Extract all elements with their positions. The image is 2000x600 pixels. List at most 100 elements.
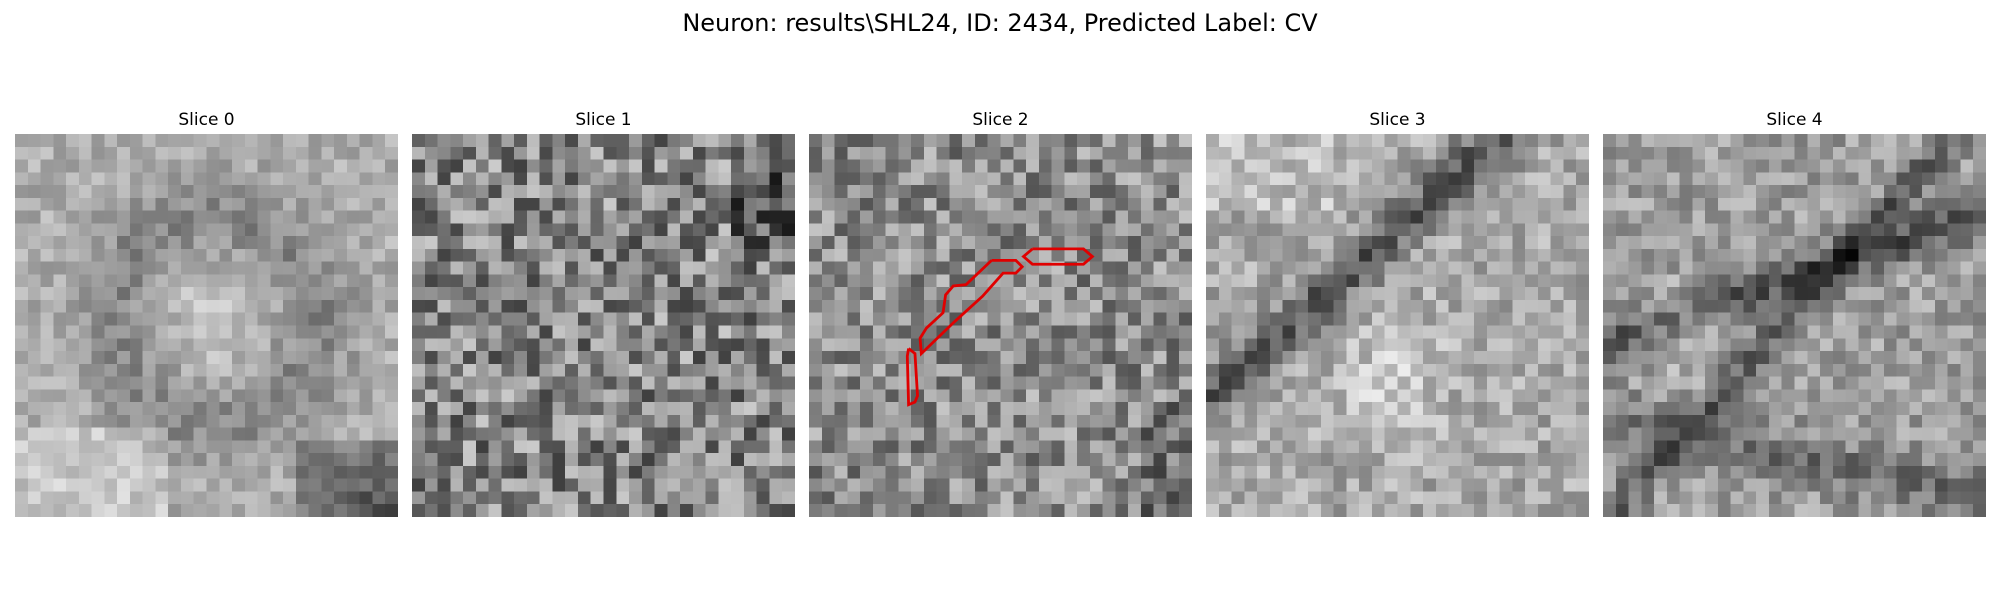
image-pixel bbox=[962, 389, 976, 403]
image-pixel bbox=[1947, 325, 1961, 339]
image-pixel bbox=[1461, 402, 1475, 416]
image-pixel bbox=[949, 185, 963, 199]
image-pixel bbox=[155, 134, 169, 148]
image-pixel bbox=[974, 351, 988, 365]
image-pixel bbox=[1410, 453, 1424, 467]
image-pixel bbox=[1499, 363, 1513, 377]
image-pixel bbox=[1743, 197, 1757, 211]
image-pixel bbox=[1603, 236, 1617, 250]
image-pixel bbox=[1410, 427, 1424, 441]
image-pixel bbox=[1973, 312, 1986, 326]
image-pixel bbox=[142, 351, 156, 365]
image-pixel bbox=[1346, 491, 1360, 505]
image-pixel bbox=[1679, 210, 1693, 224]
image-pixel bbox=[270, 312, 284, 326]
image-pixel bbox=[1448, 274, 1462, 288]
image-pixel bbox=[1308, 453, 1322, 467]
image-pixel bbox=[257, 389, 271, 403]
image-pixel bbox=[463, 299, 477, 313]
image-pixel bbox=[283, 185, 297, 199]
image-pixel bbox=[1257, 465, 1271, 479]
image-pixel bbox=[565, 427, 579, 441]
image-pixel bbox=[1282, 185, 1296, 199]
image-pixel bbox=[1794, 478, 1808, 492]
image-pixel bbox=[756, 223, 770, 237]
image-pixel bbox=[1153, 287, 1167, 301]
image-pixel bbox=[1820, 465, 1834, 479]
image-pixel bbox=[66, 146, 80, 160]
image-pixel bbox=[756, 402, 770, 416]
image-pixel bbox=[654, 389, 668, 403]
image-pixel bbox=[1115, 402, 1129, 416]
image-pixel bbox=[603, 465, 617, 479]
image-pixel bbox=[1525, 287, 1539, 301]
image-pixel bbox=[475, 312, 489, 326]
image-pixel bbox=[206, 210, 220, 224]
image-pixel bbox=[1064, 453, 1078, 467]
image-pixel bbox=[821, 172, 835, 186]
image-pixel bbox=[1858, 223, 1872, 237]
image-pixel bbox=[1282, 325, 1296, 339]
image-pixel bbox=[526, 414, 540, 428]
image-pixel bbox=[450, 197, 464, 211]
image-pixel bbox=[1576, 210, 1589, 224]
image-pixel bbox=[1115, 376, 1129, 390]
image-pixel bbox=[911, 197, 925, 211]
image-pixel bbox=[385, 440, 398, 454]
image-pixel bbox=[1858, 274, 1872, 288]
image-pixel bbox=[1244, 261, 1258, 275]
image-pixel bbox=[1768, 261, 1782, 275]
image-pixel bbox=[1410, 274, 1424, 288]
image-pixel bbox=[654, 312, 668, 326]
image-pixel bbox=[1486, 478, 1500, 492]
image-pixel bbox=[1013, 491, 1027, 505]
image-pixel bbox=[577, 389, 591, 403]
image-pixel bbox=[1089, 478, 1103, 492]
image-pixel bbox=[1269, 197, 1283, 211]
image-pixel bbox=[1089, 223, 1103, 237]
image-pixel bbox=[53, 427, 67, 441]
image-pixel bbox=[552, 338, 566, 352]
image-pixel bbox=[295, 134, 309, 148]
image-pixel bbox=[705, 299, 719, 313]
image-pixel bbox=[1051, 427, 1065, 441]
image-pixel bbox=[1654, 491, 1668, 505]
image-pixel bbox=[629, 172, 643, 186]
image-pixel bbox=[1973, 223, 1986, 237]
image-pixel bbox=[629, 325, 643, 339]
image-pixel bbox=[1461, 504, 1475, 517]
image-pixel bbox=[1603, 351, 1617, 365]
image-pixel bbox=[1960, 325, 1974, 339]
image-pixel bbox=[321, 363, 335, 377]
image-pixel bbox=[1615, 185, 1629, 199]
image-pixel bbox=[705, 223, 719, 237]
image-pixel bbox=[1282, 440, 1296, 454]
image-pixel bbox=[590, 261, 604, 275]
image-pixel bbox=[1756, 197, 1770, 211]
image-pixel bbox=[987, 261, 1001, 275]
image-pixel bbox=[1153, 223, 1167, 237]
image-pixel bbox=[1423, 134, 1437, 148]
image-pixel bbox=[1499, 312, 1513, 326]
image-pixel bbox=[1064, 440, 1078, 454]
image-pixel bbox=[1768, 440, 1782, 454]
image-pixel bbox=[1896, 504, 1910, 517]
image-pixel bbox=[552, 197, 566, 211]
image-pixel bbox=[1781, 248, 1795, 262]
image-pixel bbox=[1308, 223, 1322, 237]
image-pixel bbox=[283, 440, 297, 454]
image-pixel bbox=[40, 351, 54, 365]
image-pixel bbox=[1820, 210, 1834, 224]
image-pixel bbox=[1140, 440, 1154, 454]
image-pixel bbox=[501, 325, 515, 339]
image-pixel bbox=[1858, 287, 1872, 301]
image-pixel bbox=[1397, 465, 1411, 479]
image-pixel bbox=[257, 287, 271, 301]
image-pixel bbox=[718, 440, 732, 454]
image-pixel bbox=[1026, 478, 1040, 492]
image-pixel bbox=[40, 453, 54, 467]
image-pixel bbox=[577, 325, 591, 339]
image-pixel bbox=[180, 134, 194, 148]
image-pixel bbox=[1000, 159, 1014, 173]
image-pixel bbox=[1603, 134, 1617, 148]
